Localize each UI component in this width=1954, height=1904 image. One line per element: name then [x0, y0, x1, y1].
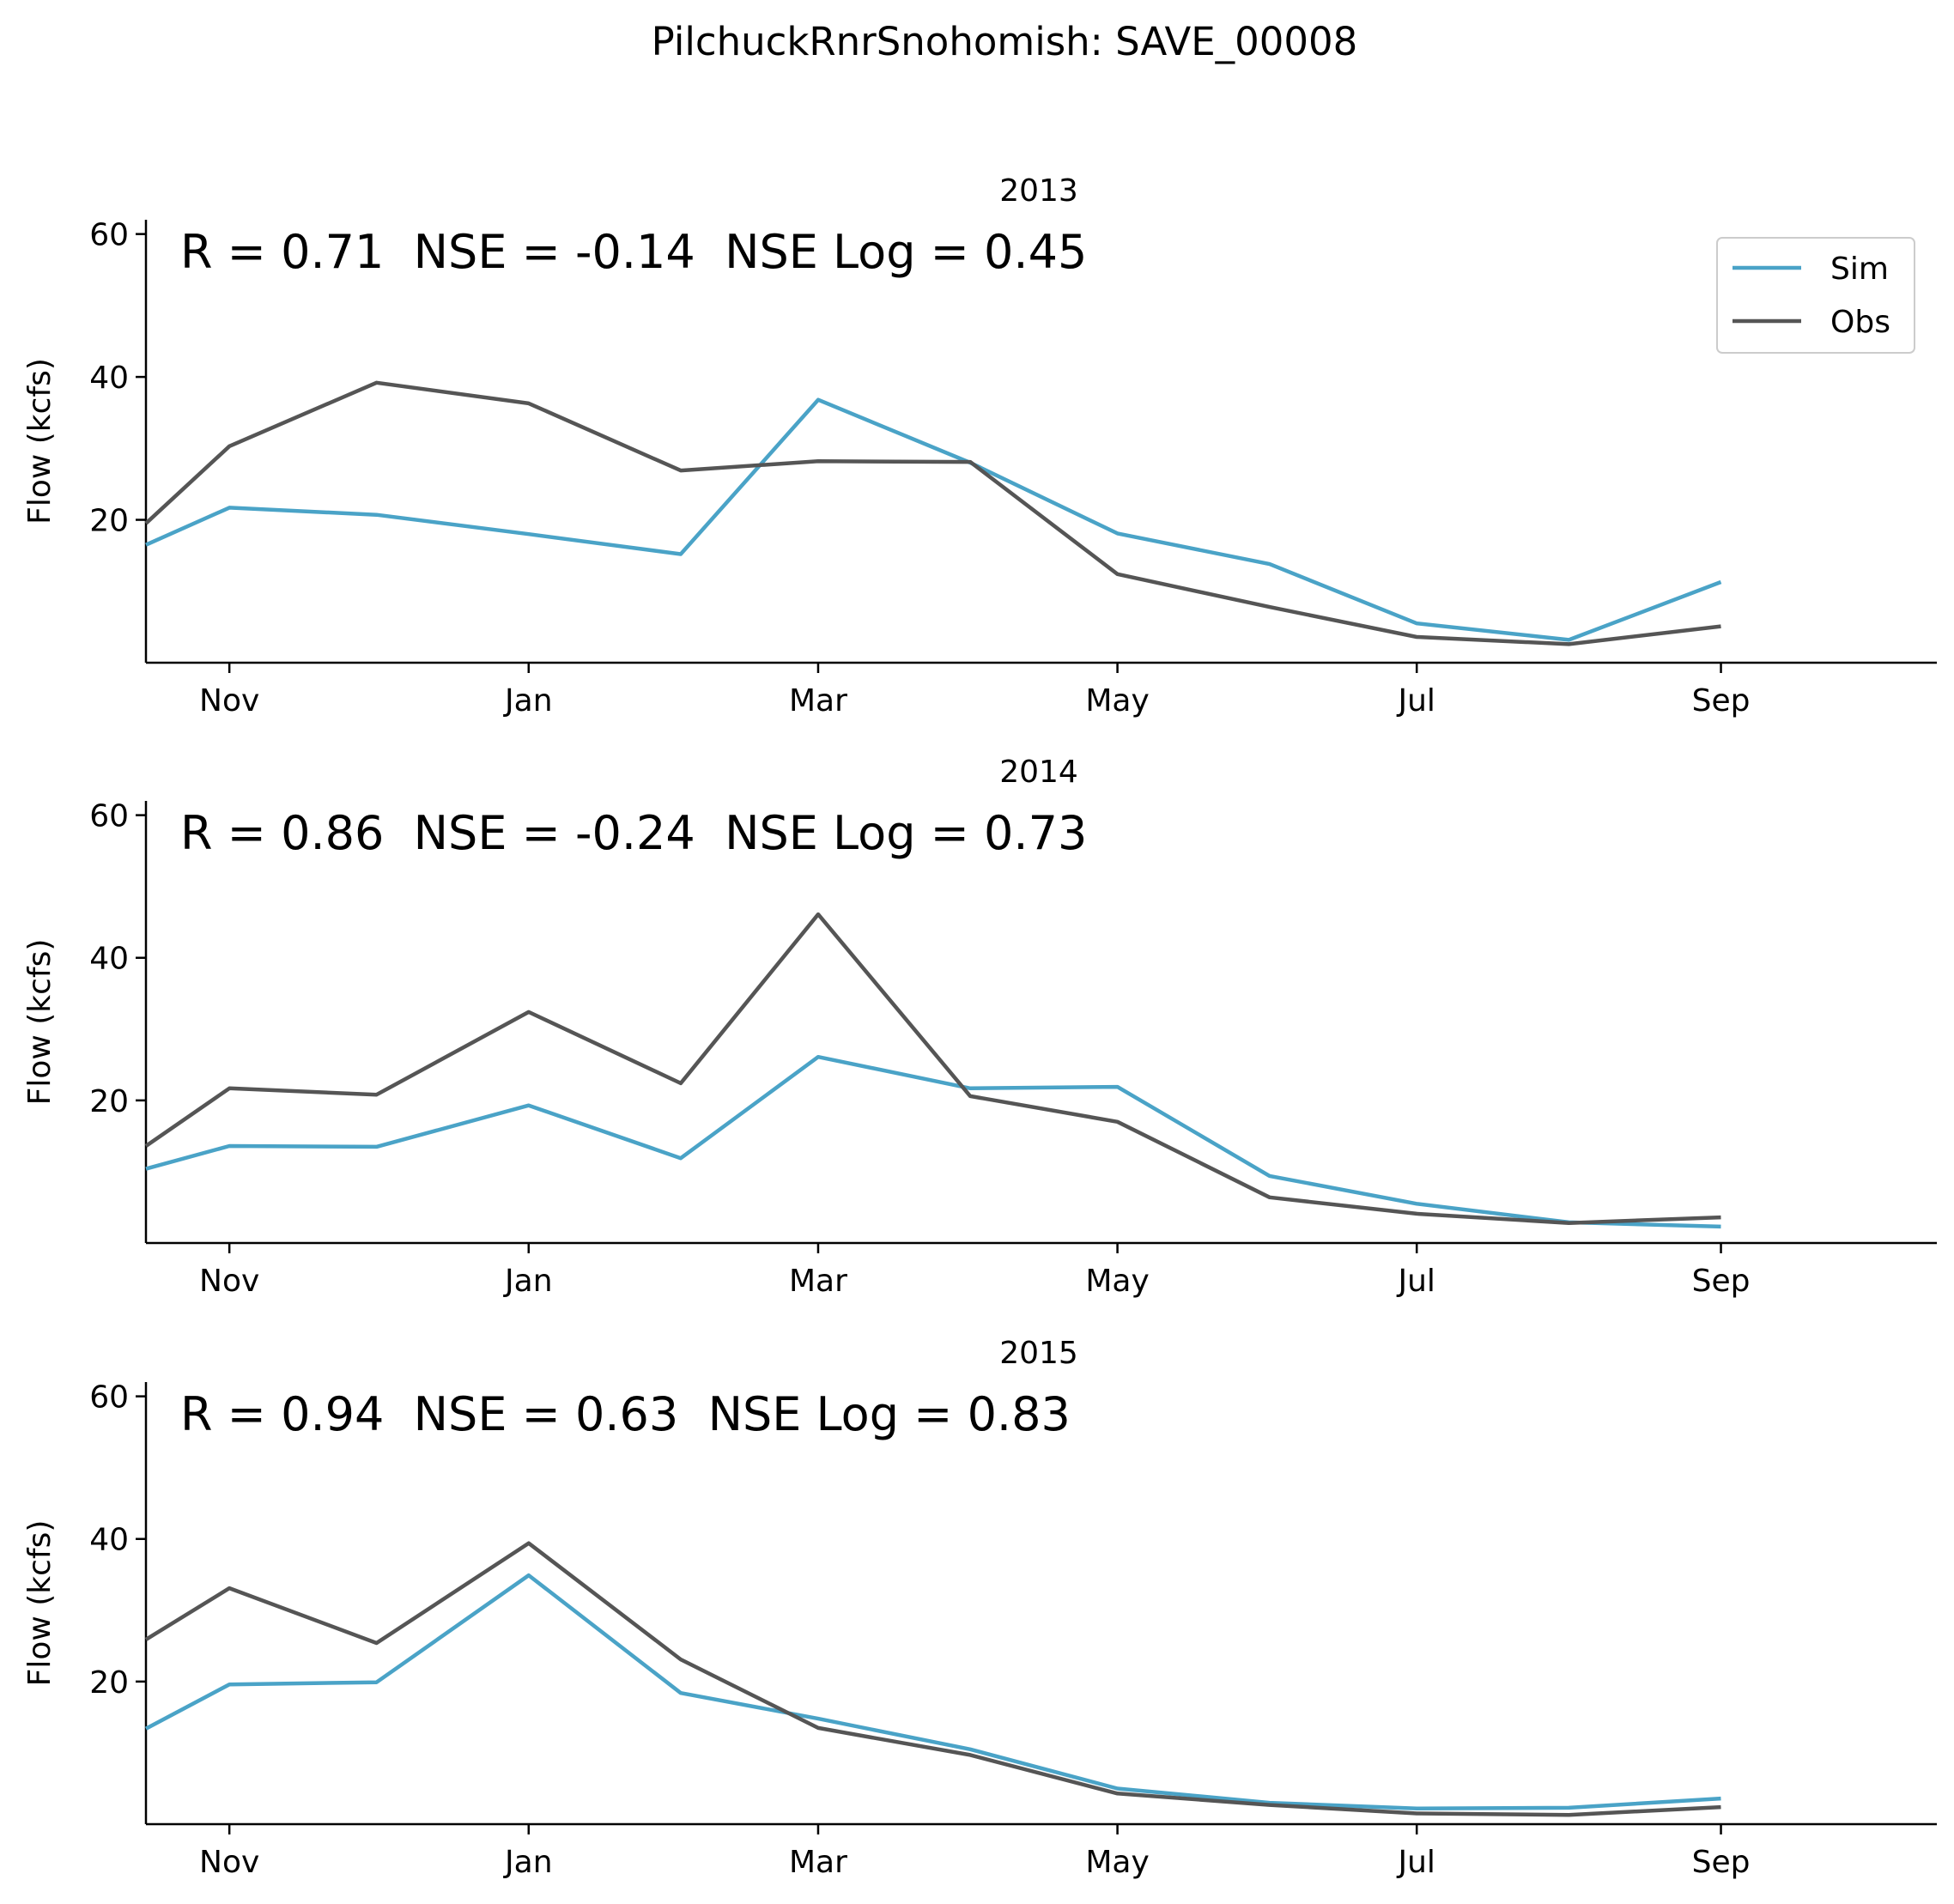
y-tick-label: 20	[89, 1084, 129, 1119]
stats-annotation: R = 0.71 NSE = -0.14 NSE Log = 0.45	[180, 225, 1087, 279]
series-line-obs	[144, 380, 1721, 646]
chart-panel-2015: 2015 20 40 60 Flow (kcfs) Nov Jan Mar May Jul Sep R…	[22, 1336, 1937, 1880]
y-tick-label: 20	[89, 504, 129, 539]
x-tick-label: Jul	[1396, 683, 1435, 719]
x-tick-label: Jul	[1396, 1264, 1435, 1299]
y-tick-label: 20	[89, 1665, 129, 1701]
chart-panel-2014: 2014 20 40 60 Flow (kcfs) Nov Jan Mar May Jul Sep R…	[22, 755, 1937, 1299]
y-tick-label: 40	[89, 942, 129, 977]
y-tick-label: 60	[89, 218, 129, 253]
x-tick-label: Sep	[1692, 683, 1751, 719]
y-tick-label: 40	[89, 1523, 129, 1558]
x-tick-label: Mar	[789, 1845, 847, 1880]
legend-label-obs: Obs	[1830, 305, 1890, 340]
x-tick-label: May	[1085, 683, 1149, 719]
series-line-obs	[144, 912, 1721, 1225]
x-tick-label: Sep	[1692, 1264, 1751, 1299]
legend-label-sim: Sim	[1830, 252, 1889, 287]
series-line-obs	[144, 1541, 1721, 1817]
chart-panel-2013: 2013 20 40 60 Flow (kcfs) Nov Jan Mar May Jul Sep R…	[22, 173, 1937, 719]
panel-title: 2015	[999, 1336, 1078, 1371]
panel-title: 2014	[999, 755, 1078, 790]
panel-title: 2013	[999, 173, 1078, 209]
x-tick-label: Jul	[1396, 1845, 1435, 1880]
x-tick-label: May	[1085, 1845, 1149, 1880]
x-tick-label: Jan	[503, 1845, 553, 1880]
y-tick-label: 60	[89, 799, 129, 834]
x-tick-label: May	[1085, 1264, 1149, 1299]
stats-annotation: R = 0.94 NSE = 0.63 NSE Log = 0.83	[180, 1387, 1071, 1441]
x-tick-label: Nov	[199, 1845, 259, 1880]
y-axis-label: Flow (kcfs)	[22, 1520, 58, 1687]
stats-annotation: R = 0.86 NSE = -0.24 NSE Log = 0.73	[180, 806, 1087, 860]
x-tick-label: Nov	[199, 683, 259, 719]
panels: 2013 20 40 60 Flow (kcfs) Nov Jan Mar May Jul Sep R…	[22, 173, 1937, 1880]
x-tick-label: Sep	[1692, 1845, 1751, 1880]
series-line-sim	[145, 1054, 1721, 1229]
x-tick-label: Mar	[789, 1264, 847, 1299]
legend: Sim Obs	[1716, 237, 1915, 354]
y-axis-label: Flow (kcfs)	[22, 358, 58, 525]
x-tick-label: Jan	[503, 683, 553, 719]
series-line-sim	[144, 1573, 1721, 1810]
y-tick-label: 40	[89, 361, 129, 396]
x-tick-label: Jan	[503, 1264, 553, 1299]
y-axis-label: Flow (kcfs)	[22, 939, 58, 1106]
x-tick-label: Mar	[789, 683, 847, 719]
figure-title: PilchuckRnrSnohomish: SAVE_00008	[652, 19, 1358, 64]
x-tick-label: Nov	[199, 1264, 259, 1299]
y-tick-label: 60	[89, 1380, 129, 1416]
series-line-sim	[145, 397, 1722, 642]
